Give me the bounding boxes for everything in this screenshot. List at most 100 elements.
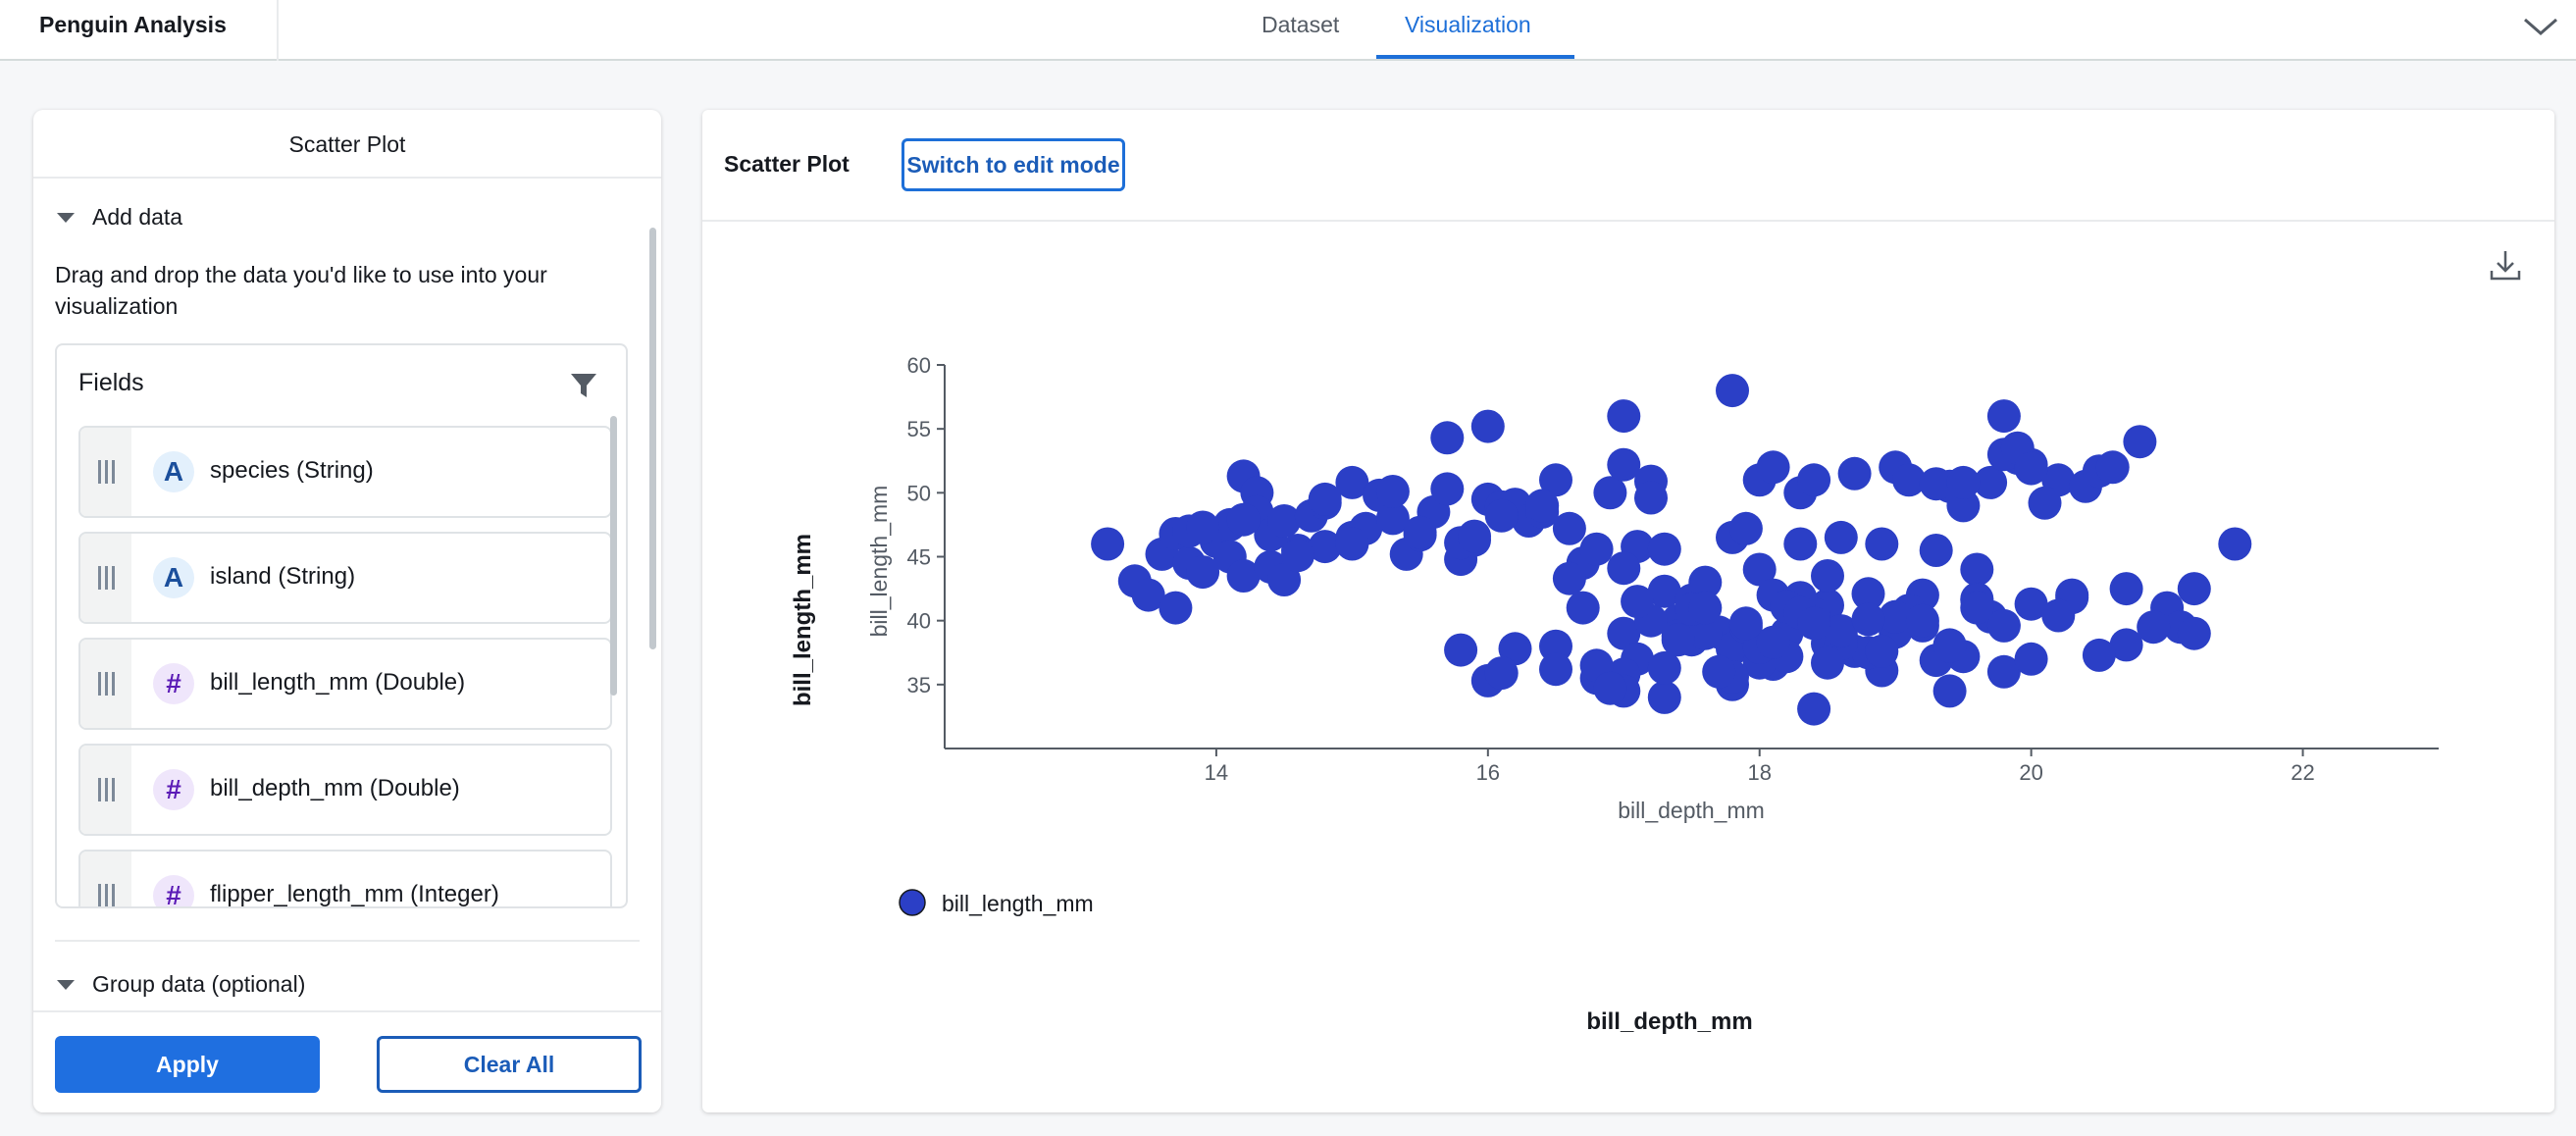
scatter-point[interactable] <box>1593 671 1627 705</box>
scatter-point[interactable] <box>1974 465 2008 499</box>
scatter-point[interactable] <box>2095 450 2130 485</box>
scatter-point[interactable] <box>1647 680 1681 714</box>
scatter-point[interactable] <box>1647 532 1681 566</box>
scatter-point[interactable] <box>1525 489 1560 523</box>
filter-icon[interactable] <box>569 371 598 400</box>
scatter-point[interactable] <box>1986 654 2021 689</box>
scatter-point[interactable] <box>1811 559 1844 593</box>
scatter-point[interactable] <box>1647 574 1681 608</box>
scatter-point[interactable] <box>1824 520 1858 554</box>
scatter-point[interactable] <box>1552 511 1586 545</box>
scatter-point[interactable] <box>1756 625 1790 659</box>
scatter-point[interactable] <box>1335 465 1369 499</box>
scatter-point[interactable] <box>1484 498 1519 533</box>
scatter-point[interactable] <box>1742 552 1777 587</box>
scatter-point[interactable] <box>1458 519 1491 553</box>
scatter-point[interactable] <box>1539 629 1572 663</box>
chevron-down-icon[interactable] <box>2521 12 2560 41</box>
panel-scrollbar[interactable] <box>649 228 656 649</box>
scatter-point[interactable] <box>2123 425 2157 459</box>
field-species[interactable]: A species (String) <box>78 426 612 518</box>
field-island[interactable]: A island (String) <box>78 532 612 624</box>
scatter-point[interactable] <box>1159 591 1193 625</box>
scatter-point[interactable] <box>1552 561 1586 595</box>
download-icon[interactable] <box>2488 247 2523 283</box>
scatter-point[interactable] <box>1688 616 1723 650</box>
scatter-point[interactable] <box>2041 598 2076 633</box>
scatter-point[interactable] <box>2177 616 2211 650</box>
scatter-point[interactable] <box>1946 489 1981 523</box>
scatter-point[interactable] <box>1986 399 2021 434</box>
scatter-point[interactable] <box>1851 602 1885 637</box>
scatter-point[interactable] <box>1811 645 1844 680</box>
apply-button[interactable]: Apply <box>55 1036 320 1093</box>
scatter-point[interactable] <box>1702 654 1736 689</box>
scatter-point[interactable] <box>1335 527 1369 561</box>
scatter-point[interactable] <box>1186 510 1220 544</box>
scatter-point[interactable] <box>1539 463 1572 497</box>
field-bill-length[interactable]: # bill_length_mm (Double) <box>78 638 612 730</box>
scatter-point[interactable] <box>1932 674 1967 708</box>
scatter-point[interactable] <box>2109 628 2143 662</box>
scatter-point[interactable] <box>1634 481 1668 515</box>
scatter-point[interactable] <box>1797 692 1831 726</box>
scatter-point[interactable] <box>2218 527 2252 561</box>
scatter-point[interactable] <box>1728 606 1763 641</box>
scatter-point[interactable] <box>1716 374 1749 408</box>
scatter-point[interactable] <box>1756 450 1790 485</box>
scatter-point[interactable] <box>1783 527 1818 561</box>
scatter-point[interactable] <box>1837 456 1872 491</box>
scatter-point[interactable] <box>1308 530 1342 564</box>
scatter-point[interactable] <box>1566 591 1600 625</box>
scatter-point[interactable] <box>1226 559 1261 593</box>
scatter-point[interactable] <box>1960 591 1994 625</box>
scatter-point[interactable] <box>2177 572 2211 606</box>
scatter-point[interactable] <box>1579 532 1614 566</box>
scatter-point[interactable] <box>1131 578 1165 612</box>
scatter-point[interactable] <box>1905 603 1939 638</box>
scatter-point[interactable] <box>1375 501 1410 536</box>
scatter-point[interactable] <box>1797 606 1831 641</box>
drag-handle-icon[interactable] <box>80 534 131 622</box>
scatter-point[interactable] <box>2109 572 2143 606</box>
scatter-point[interactable] <box>1267 563 1302 596</box>
field-bill-depth[interactable]: # bill_depth_mm (Double) <box>78 744 612 836</box>
scatter-point[interactable] <box>1403 515 1437 549</box>
scatter-point[interactable] <box>2137 610 2171 645</box>
scatter-point[interactable] <box>2014 587 2048 621</box>
scatter-point[interactable] <box>1607 551 1641 586</box>
scatter-point[interactable] <box>1607 447 1641 482</box>
scatter-point[interactable] <box>1728 511 1763 545</box>
scatter-point[interactable] <box>1226 502 1261 537</box>
scatter-point[interactable] <box>1661 623 1695 657</box>
scatter-point[interactable] <box>1919 467 1953 501</box>
scatter-point[interactable] <box>1430 472 1465 506</box>
scatter-point[interactable] <box>1621 585 1655 619</box>
scatter-point[interactable] <box>1688 565 1723 599</box>
add-data-toggle[interactable]: Add data <box>57 204 182 231</box>
scatter-point[interactable] <box>1960 552 1994 587</box>
scatter-point[interactable] <box>2082 638 2116 672</box>
tab-visualization[interactable]: Visualization <box>1405 12 1531 37</box>
scatter-point[interactable] <box>2028 486 2062 520</box>
scatter-point[interactable] <box>1281 539 1314 573</box>
scatter-point[interactable] <box>1308 482 1342 516</box>
scatter-point[interactable] <box>1186 555 1220 590</box>
drag-handle-icon[interactable] <box>80 746 131 834</box>
scatter-point[interactable] <box>1688 591 1723 625</box>
scatter-point[interactable] <box>1879 599 1913 634</box>
scatter-point[interactable] <box>1824 614 1858 648</box>
scatter-point[interactable] <box>1267 504 1302 538</box>
scatter-point[interactable] <box>1647 650 1681 685</box>
fields-scrollbar[interactable] <box>610 416 617 696</box>
scatter-point[interactable] <box>1797 463 1831 497</box>
scatter-point[interactable] <box>2014 451 2048 486</box>
group-data-toggle[interactable]: Group data (optional) <box>57 971 305 998</box>
scatter-point[interactable] <box>1091 527 1125 561</box>
drag-handle-icon[interactable] <box>80 640 131 728</box>
scatter-point[interactable] <box>1539 652 1572 687</box>
scatter-point[interactable] <box>1593 476 1627 510</box>
scatter-point[interactable] <box>2014 642 2048 676</box>
scatter-point[interactable] <box>1470 409 1505 443</box>
drag-handle-icon[interactable] <box>80 428 131 516</box>
